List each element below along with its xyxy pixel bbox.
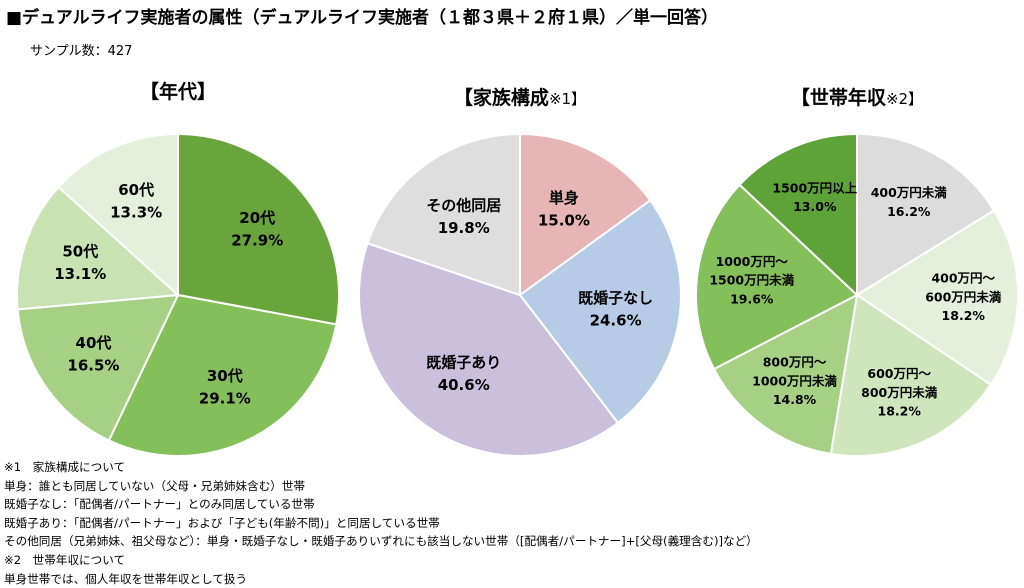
pie-2-slice-1 [855, 209, 1019, 387]
footnote-line: 単身世帯では、個人年収を世帯年収として扱う [4, 571, 248, 586]
pie-2-slice-5 [738, 132, 858, 298]
pie-0-slice-2 [16, 293, 180, 442]
footnote-line: 単身：誰とも同居していない（父母・兄弟姉妹含む）世帯 [4, 478, 306, 493]
sample-size-label: サンプル数：427 [30, 44, 133, 59]
pie-1-label-0: 単身 15.0% [538, 189, 590, 230]
pie-2-label-3: 800万円～ 1000万円未満 14.8% [752, 355, 837, 408]
footnote-line: 既婚子なし：「配偶者/パートナー」とのみ同居している世帯 [4, 497, 315, 512]
chart-title-age: 【年代】 [140, 77, 216, 104]
pie-2-label-5: 1500万円以上 13.0% [772, 180, 857, 214]
pie-2-label-4: 1000万円～ 1500万円未満 19.6% [709, 254, 794, 307]
chart-title-income-text: 【世帯年収 [790, 87, 886, 109]
pie-1-label-3: その他同居 19.8% [426, 196, 501, 237]
pie-1-slice-1 [518, 198, 682, 425]
pie-2-label-2: 600万円～ 800万円未満 18.2% [861, 366, 938, 419]
pie-1-slice-0 [519, 132, 652, 297]
pie-1-label-1: 既婚子なし 24.6% [578, 289, 653, 330]
footnote-line: ※1 家族構成について [4, 460, 126, 474]
chart-title-family: 【家族構成※1】 [454, 83, 586, 110]
pie-0-label-3: 50代 13.1% [54, 242, 106, 283]
pie-0-slice-4 [57, 132, 179, 298]
chart-title-family-text: 【家族構成 [453, 87, 549, 109]
footnote-line: ※2 世帯年収について [4, 552, 126, 567]
chart-title-age-text: 【年代】 [139, 81, 217, 103]
pie-2-slice-2 [829, 293, 993, 457]
pie-2-label-1: 400万円～ 600万円未満 18.2% [925, 271, 1002, 324]
footnotes: ※1 家族構成について 単身：誰とも同居していない（父母・兄弟姉妹含む）世帯 既… [4, 458, 758, 588]
chart-title-income: 【世帯年収※2】 [791, 83, 923, 110]
footnote-line: 既婚子あり：「配偶者/パートナー」および「子ども(年齢不問)」と同居している世帯 [4, 515, 440, 530]
chart-title-family-note: ※1】 [548, 90, 587, 108]
pie-0-label-4: 60代 13.3% [110, 181, 162, 222]
pie-1-slice-3 [366, 132, 521, 297]
footnote-line: その他同居（兄弟姉妹、祖父母など）：単身・既婚子なし・既婚子ありいずれにも該当し… [4, 534, 758, 549]
pie-2-slice-4 [695, 183, 859, 371]
pie-0-slice-1 [107, 293, 338, 457]
pie-1-label-2: 既婚子あり 40.6% [426, 354, 501, 395]
pie-0-label-2: 40代 16.5% [67, 334, 119, 375]
pie-0-slice-0 [177, 132, 340, 326]
page-title: ■デュアルライフ実施者の属性（デュアルライフ実施者（１都３県＋２府１県）／単一回… [6, 8, 719, 28]
pie-0-label-0: 20代 27.9% [231, 209, 283, 250]
chart-title-income-note: ※2】 [885, 90, 924, 108]
pie-2-slice-3 [712, 293, 859, 456]
pie-1-slice-2 [358, 242, 620, 457]
pie-2-label-0: 400万円未満 16.2% [871, 185, 948, 219]
pie-0-slice-3 [16, 185, 181, 311]
pie-2-slice-0 [856, 132, 996, 297]
pie-0-label-1: 30代 29.1% [199, 367, 251, 408]
